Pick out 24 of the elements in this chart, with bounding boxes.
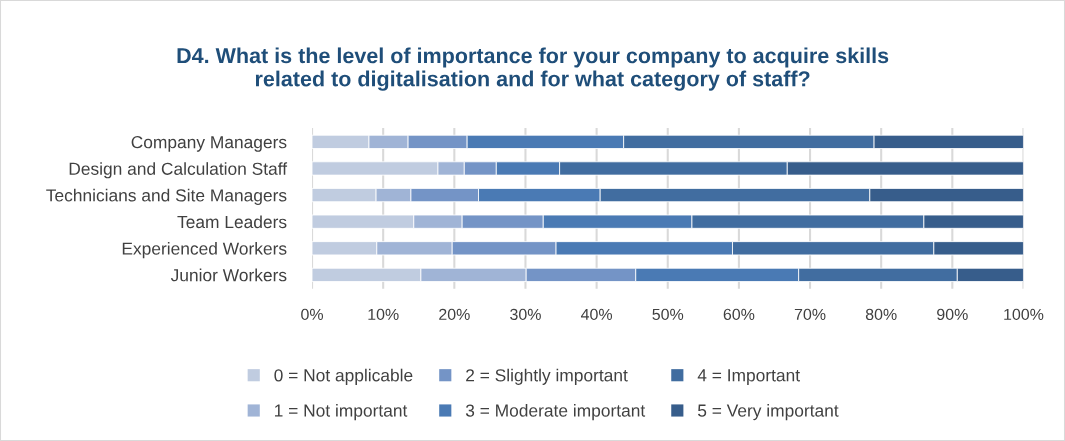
legend-label: 3 = Moderate important (465, 403, 646, 421)
legend-label: 5 = Very important (697, 403, 839, 421)
x-tick-label: 100% (1004, 308, 1044, 321)
x-tick-label: 0% (301, 308, 324, 321)
x-tick-label: 90% (937, 308, 968, 321)
legend-label: 1 = Not important (275, 403, 408, 421)
x-tick-label: 50% (652, 308, 684, 321)
y-tick-label: Experienced Workers (122, 241, 287, 259)
y-tick-label: Technicians and Site Managers (46, 188, 287, 205)
legend-label: 0 = Not applicable (274, 368, 413, 385)
x-tick-label: 20% (439, 308, 470, 321)
legend-label: 2 = Slightly important (466, 368, 628, 385)
y-tick-label: Design and Calculation Staff (69, 162, 288, 179)
x-tick-label: 60% (723, 308, 755, 321)
x-tick-label: 40% (581, 308, 613, 321)
y-tick-label: Company Managers (131, 136, 287, 152)
y-tick-label: Team Leaders (177, 215, 287, 229)
legend-label: 4 = Important (697, 369, 800, 385)
x-tick-label: 30% (510, 308, 541, 321)
x-tick-label: 80% (865, 308, 897, 321)
x-tick-label: 70% (794, 308, 826, 321)
y-tick-label: Junior Workers (170, 268, 287, 282)
x-tick-label: 10% (368, 308, 399, 321)
chart-title: D4. What is the level of importance for your company to acquire skills related to digitalisation and for what category of staff? (177, 47, 889, 91)
